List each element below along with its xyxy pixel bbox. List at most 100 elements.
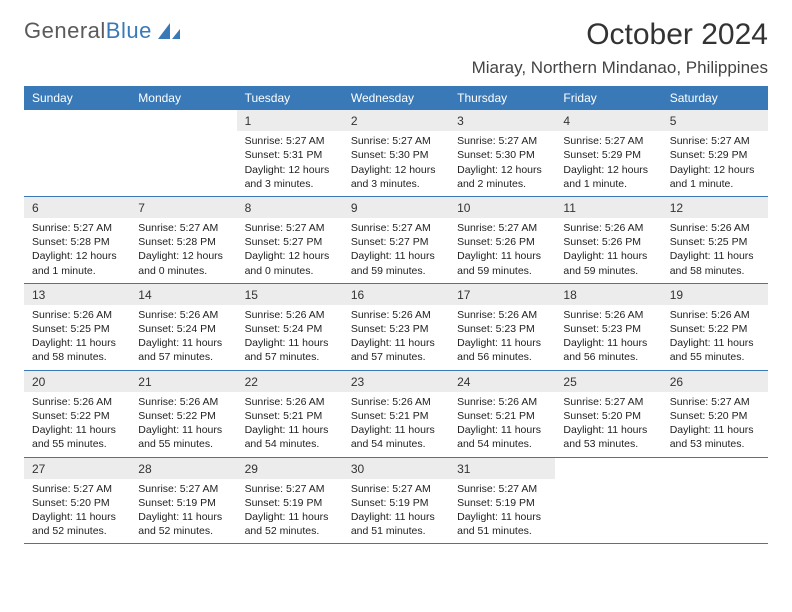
day-body: Sunrise: 5:27 AMSunset: 5:29 PMDaylight:… [555, 131, 661, 196]
calendar-day: 14Sunrise: 5:26 AMSunset: 5:24 PMDayligh… [130, 284, 236, 370]
day-day1: Daylight: 12 hours [138, 249, 228, 263]
day-day1: Daylight: 11 hours [245, 423, 335, 437]
title-block: October 2024 Miaray, Northern Mindanao, … [472, 18, 768, 78]
day-body: Sunrise: 5:27 AMSunset: 5:29 PMDaylight:… [662, 131, 768, 196]
day-number: 8 [237, 197, 343, 218]
calendar-day: 6Sunrise: 5:27 AMSunset: 5:28 PMDaylight… [24, 197, 130, 283]
weekday-header-row: SundayMondayTuesdayWednesdayThursdayFrid… [24, 86, 768, 110]
day-number: 9 [343, 197, 449, 218]
calendar-week-row: 1Sunrise: 5:27 AMSunset: 5:31 PMDaylight… [24, 110, 768, 197]
day-body: Sunrise: 5:26 AMSunset: 5:24 PMDaylight:… [130, 305, 236, 370]
day-sunset: Sunset: 5:21 PM [351, 409, 441, 423]
day-day2: and 55 minutes. [138, 437, 228, 451]
day-sunset: Sunset: 5:27 PM [351, 235, 441, 249]
day-sunset: Sunset: 5:31 PM [245, 148, 335, 162]
day-day2: and 56 minutes. [563, 350, 653, 364]
day-day1: Daylight: 11 hours [563, 423, 653, 437]
day-sunrise: Sunrise: 5:26 AM [670, 308, 760, 322]
day-number: 3 [449, 110, 555, 131]
day-number: 21 [130, 371, 236, 392]
calendar-day: 22Sunrise: 5:26 AMSunset: 5:21 PMDayligh… [237, 371, 343, 457]
day-body: Sunrise: 5:26 AMSunset: 5:22 PMDaylight:… [24, 392, 130, 457]
calendar-day: 30Sunrise: 5:27 AMSunset: 5:19 PMDayligh… [343, 458, 449, 544]
day-body: Sunrise: 5:26 AMSunset: 5:23 PMDaylight:… [449, 305, 555, 370]
day-sunset: Sunset: 5:19 PM [351, 496, 441, 510]
day-day1: Daylight: 11 hours [457, 510, 547, 524]
day-body: Sunrise: 5:26 AMSunset: 5:21 PMDaylight:… [237, 392, 343, 457]
day-sunrise: Sunrise: 5:27 AM [245, 134, 335, 148]
day-sunrise: Sunrise: 5:27 AM [457, 482, 547, 496]
weekday-header: Saturday [662, 86, 768, 110]
day-day2: and 54 minutes. [351, 437, 441, 451]
day-number: 26 [662, 371, 768, 392]
day-number: 5 [662, 110, 768, 131]
day-day1: Daylight: 11 hours [351, 249, 441, 263]
day-number: 28 [130, 458, 236, 479]
calendar-day: 13Sunrise: 5:26 AMSunset: 5:25 PMDayligh… [24, 284, 130, 370]
calendar-table: SundayMondayTuesdayWednesdayThursdayFrid… [24, 86, 768, 544]
day-body: Sunrise: 5:27 AMSunset: 5:26 PMDaylight:… [449, 218, 555, 283]
day-body: Sunrise: 5:27 AMSunset: 5:20 PMDaylight:… [555, 392, 661, 457]
day-sunset: Sunset: 5:28 PM [138, 235, 228, 249]
day-day2: and 58 minutes. [32, 350, 122, 364]
day-day1: Daylight: 11 hours [563, 336, 653, 350]
day-sunset: Sunset: 5:27 PM [245, 235, 335, 249]
day-day2: and 54 minutes. [245, 437, 335, 451]
day-number: 4 [555, 110, 661, 131]
weekday-header: Sunday [24, 86, 130, 110]
day-number: 14 [130, 284, 236, 305]
day-sunrise: Sunrise: 5:27 AM [32, 221, 122, 235]
day-day2: and 59 minutes. [351, 264, 441, 278]
day-sunrise: Sunrise: 5:26 AM [138, 395, 228, 409]
day-body: Sunrise: 5:26 AMSunset: 5:22 PMDaylight:… [662, 305, 768, 370]
day-number: 12 [662, 197, 768, 218]
day-sunset: Sunset: 5:20 PM [32, 496, 122, 510]
day-day2: and 1 minute. [670, 177, 760, 191]
day-sunset: Sunset: 5:20 PM [670, 409, 760, 423]
calendar-day: 19Sunrise: 5:26 AMSunset: 5:22 PMDayligh… [662, 284, 768, 370]
day-body: Sunrise: 5:27 AMSunset: 5:20 PMDaylight:… [24, 479, 130, 544]
calendar-day: 16Sunrise: 5:26 AMSunset: 5:23 PMDayligh… [343, 284, 449, 370]
calendar-day: 17Sunrise: 5:26 AMSunset: 5:23 PMDayligh… [449, 284, 555, 370]
day-number: 6 [24, 197, 130, 218]
day-day2: and 0 minutes. [138, 264, 228, 278]
day-sunset: Sunset: 5:25 PM [32, 322, 122, 336]
calendar-day: 26Sunrise: 5:27 AMSunset: 5:20 PMDayligh… [662, 371, 768, 457]
day-sunrise: Sunrise: 5:27 AM [138, 221, 228, 235]
calendar-day: 10Sunrise: 5:27 AMSunset: 5:26 PMDayligh… [449, 197, 555, 283]
day-sunset: Sunset: 5:26 PM [457, 235, 547, 249]
day-day1: Daylight: 11 hours [32, 336, 122, 350]
day-number: 19 [662, 284, 768, 305]
day-number: 20 [24, 371, 130, 392]
calendar-day: 28Sunrise: 5:27 AMSunset: 5:19 PMDayligh… [130, 458, 236, 544]
day-number: 18 [555, 284, 661, 305]
day-sunrise: Sunrise: 5:26 AM [351, 395, 441, 409]
brand-blue: Blue [106, 18, 152, 44]
day-body: Sunrise: 5:26 AMSunset: 5:21 PMDaylight:… [343, 392, 449, 457]
day-number: 11 [555, 197, 661, 218]
day-day1: Daylight: 11 hours [351, 423, 441, 437]
day-sunrise: Sunrise: 5:26 AM [351, 308, 441, 322]
day-day2: and 3 minutes. [245, 177, 335, 191]
calendar-day: 3Sunrise: 5:27 AMSunset: 5:30 PMDaylight… [449, 110, 555, 196]
day-day2: and 52 minutes. [245, 524, 335, 538]
brand-general: General [24, 18, 106, 44]
day-body: Sunrise: 5:26 AMSunset: 5:25 PMDaylight:… [24, 305, 130, 370]
day-day2: and 51 minutes. [457, 524, 547, 538]
day-body: Sunrise: 5:27 AMSunset: 5:19 PMDaylight:… [237, 479, 343, 544]
weekday-header: Wednesday [343, 86, 449, 110]
day-number: 13 [24, 284, 130, 305]
day-sunset: Sunset: 5:23 PM [351, 322, 441, 336]
day-sunrise: Sunrise: 5:26 AM [563, 308, 653, 322]
day-day2: and 55 minutes. [32, 437, 122, 451]
calendar-day: 20Sunrise: 5:26 AMSunset: 5:22 PMDayligh… [24, 371, 130, 457]
day-number: 10 [449, 197, 555, 218]
day-number: 1 [237, 110, 343, 131]
calendar-day: 23Sunrise: 5:26 AMSunset: 5:21 PMDayligh… [343, 371, 449, 457]
day-sunrise: Sunrise: 5:26 AM [32, 395, 122, 409]
day-sunrise: Sunrise: 5:27 AM [563, 134, 653, 148]
calendar-day: 15Sunrise: 5:26 AMSunset: 5:24 PMDayligh… [237, 284, 343, 370]
day-sunset: Sunset: 5:22 PM [138, 409, 228, 423]
day-day2: and 51 minutes. [351, 524, 441, 538]
calendar-week-row: 27Sunrise: 5:27 AMSunset: 5:20 PMDayligh… [24, 458, 768, 545]
